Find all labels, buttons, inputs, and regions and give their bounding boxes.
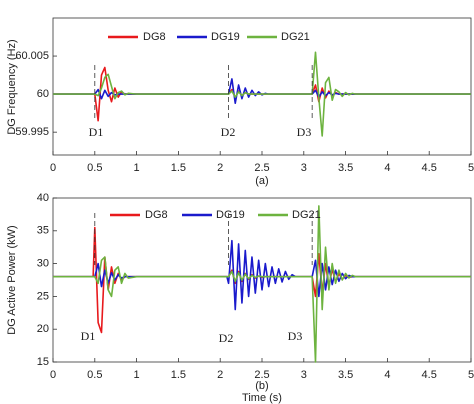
y-tick-label: 40 (37, 192, 49, 204)
legend-label: DG19 (211, 31, 240, 43)
plot-frame (52, 17, 472, 156)
legend-label: DG8 (145, 209, 168, 221)
x-tick-label: 3.5 (338, 369, 353, 381)
x-tick-label: 1.5 (171, 369, 186, 381)
event-label: D1 (81, 329, 96, 343)
y-tick-label: 20 (37, 323, 49, 335)
y-tick-label: 25 (37, 290, 49, 302)
y-tick-label: 60.005 (15, 50, 49, 62)
x-tick-label: 4 (384, 162, 390, 174)
legend-label: DG19 (216, 209, 245, 221)
x-tick-label: 0 (50, 369, 56, 381)
series-line (53, 51, 471, 137)
event-label: D2 (219, 331, 234, 345)
y-tick-label: 15 (37, 356, 49, 368)
event-label: D2 (221, 125, 236, 139)
event-label: D1 (89, 125, 104, 139)
x-tick-label: 3 (301, 162, 307, 174)
x-tick-label: 0.5 (87, 369, 102, 381)
x-tick-label: 1.5 (171, 162, 186, 174)
subplot-label: (b) (255, 380, 268, 392)
subplot-label: (a) (255, 175, 268, 187)
x-tick-label: 1 (134, 162, 140, 174)
y-tick-label: 35 (37, 225, 49, 237)
x-tick-label: 4 (384, 369, 390, 381)
x-tick-label: 5 (468, 369, 474, 381)
x-tick-label: 1 (134, 369, 140, 381)
y-axis-label: DG Active Power (kW) (6, 225, 18, 334)
x-tick-label: 3 (301, 369, 307, 381)
x-tick-label: 2 (217, 369, 223, 381)
event-label: D3 (297, 125, 312, 139)
legend-label: DG21 (281, 31, 310, 43)
x-tick-label: 5 (468, 162, 474, 174)
x-tick-label: 4.5 (422, 162, 437, 174)
x-tick-label: 4.5 (422, 369, 437, 381)
y-tick-label: 60 (37, 88, 49, 100)
legend-label: DG8 (143, 31, 166, 43)
y-tick-label: 59.995 (15, 126, 49, 138)
series-line (53, 239, 471, 311)
x-tick-label: 0 (50, 162, 56, 174)
legend-label: DG21 (292, 209, 321, 221)
x-tick-label: 2.5 (254, 162, 269, 174)
y-axis-label: DG Frequency (Hz) (6, 39, 18, 134)
series-line (53, 205, 471, 363)
x-tick-label: 2 (217, 162, 223, 174)
x-tick-label: 2.5 (254, 369, 269, 381)
x-tick-label: 3.5 (338, 162, 353, 174)
x-tick-label: 0.5 (87, 162, 102, 174)
x-axis-label: Time (s) (242, 392, 282, 404)
y-tick-label: 30 (37, 258, 49, 270)
event-label: D3 (288, 329, 303, 343)
